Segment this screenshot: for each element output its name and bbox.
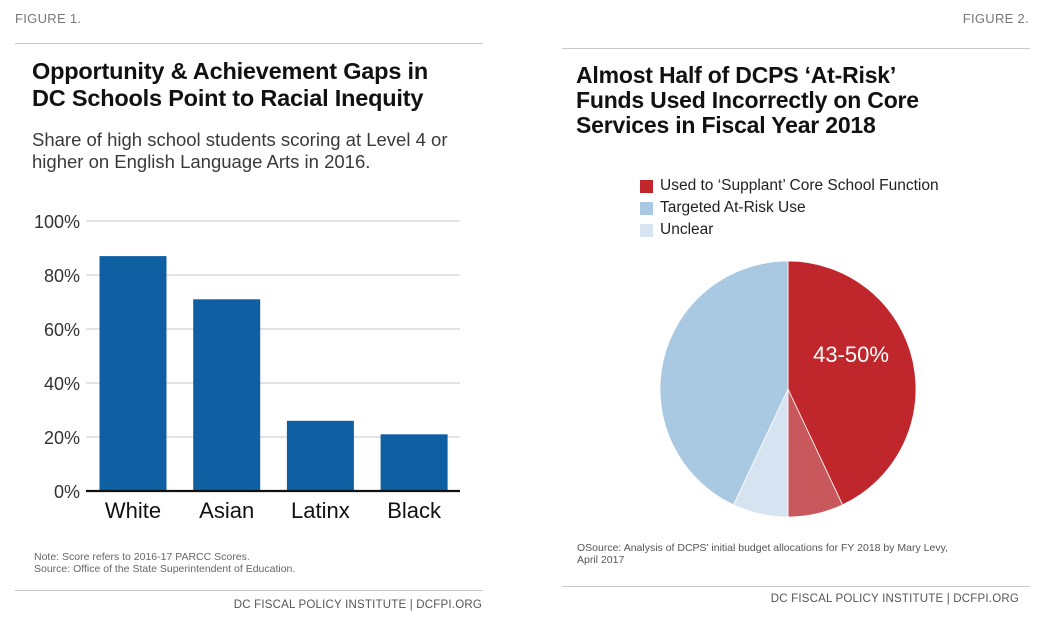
figure1-subtitle-line2: higher on English Language Arts in 2016. [32, 151, 371, 172]
pie-slice-0 [787, 260, 917, 506]
figure2-footer: DC FISCAL POLICY INSTITUTE | DCFPI.ORG [770, 593, 1019, 605]
y-tick-label: 100% [34, 212, 80, 232]
legend-label-targeted: Targeted At-Risk Use [660, 199, 806, 216]
legend-item-targeted: Targeted At-Risk Use [640, 197, 939, 219]
legend-swatch-supplant [640, 179, 653, 193]
bar-chart-y-axis: 0% 20% 40% 60% 80% 100% [34, 212, 80, 502]
legend-item-unclear: Unclear [640, 219, 939, 241]
x-tick-label-latinx: Latinx [291, 498, 350, 523]
x-tick-label-white: White [105, 498, 161, 523]
bar-white [99, 256, 167, 491]
figure1-notes: Note: Score refers to 2016-17 PARCC Scor… [34, 551, 295, 575]
legend-label-unclear: Unclear [660, 221, 714, 238]
figure1-subtitle-line1: Share of high school students scoring at… [32, 129, 448, 150]
legend-item-supplant: Used to ‘Supplant’ Core School Function [640, 175, 939, 197]
figure2-title-line2: Funds Used Incorrectly on Core [576, 87, 919, 113]
figure2-source-line2: April 2017 [577, 554, 625, 566]
bar-asian [193, 299, 261, 491]
y-tick-label: 60% [44, 320, 80, 340]
figure1-title: Opportunity & Achievement Gaps in DC Sch… [32, 58, 502, 112]
figure1-subtitle: Share of high school students scoring at… [32, 129, 502, 173]
figure2-source: OSource: Analysis of DCPS’ initial budge… [577, 542, 948, 566]
pie-chart: 43-50% [659, 260, 917, 518]
pie-slice-3 [659, 260, 789, 506]
bar-black [380, 434, 448, 491]
y-tick-label: 0% [54, 482, 80, 502]
legend-swatch-targeted [640, 201, 653, 215]
legend-swatch-unclear [640, 223, 653, 237]
figure2-title-line1: Almost Half of DCPS ‘At-Risk’ [576, 62, 897, 88]
y-tick-label: 80% [44, 266, 80, 286]
bar-chart: 0% 20% 40% 60% 80% 100% White Asian Latinx Black [34, 212, 460, 523]
figure2-label: FIGURE 2. [962, 11, 1029, 26]
figure1-top-divider [15, 43, 483, 44]
figure2-title-line3: Services in Fiscal Year 2018 [576, 112, 876, 138]
x-tick-label-black: Black [387, 498, 442, 523]
figure1-source: Source: Office of the State Superintende… [34, 563, 296, 575]
figure1-title-line2: DC Schools Point to Racial Inequity [32, 85, 424, 111]
figure1-note: Note: Score refers to 2016-17 PARCC Scor… [34, 551, 250, 563]
figure2-bottom-divider [562, 586, 1030, 587]
legend-label-supplant: Used to ‘Supplant’ Core School Function [660, 177, 939, 194]
y-tick-label: 40% [44, 374, 80, 394]
pie-annotation-label: 43-50% [813, 342, 889, 367]
figure2-title: Almost Half of DCPS ‘At-Risk’ Funds Used… [576, 63, 1026, 138]
figure1-title-line1: Opportunity & Achievement Gaps in [32, 58, 428, 84]
pie-legend: Used to ‘Supplant’ Core School Function … [640, 175, 939, 241]
figure1-label: FIGURE 1. [15, 11, 82, 26]
x-tick-label-asian: Asian [199, 498, 254, 523]
figure2-top-divider [562, 48, 1030, 49]
pie-slices [659, 260, 917, 518]
bar-latinx [286, 420, 354, 491]
figure2-source-line1: OSource: Analysis of DCPS’ initial budge… [577, 542, 948, 554]
bar-chart-x-axis: White Asian Latinx Black [105, 498, 442, 523]
bar-chart-bars [99, 256, 448, 491]
figure1-bottom-divider [15, 590, 483, 591]
figure1-footer: DC FISCAL POLICY INSTITUTE | DCFPI.ORG [233, 599, 482, 611]
y-tick-label: 20% [44, 428, 80, 448]
